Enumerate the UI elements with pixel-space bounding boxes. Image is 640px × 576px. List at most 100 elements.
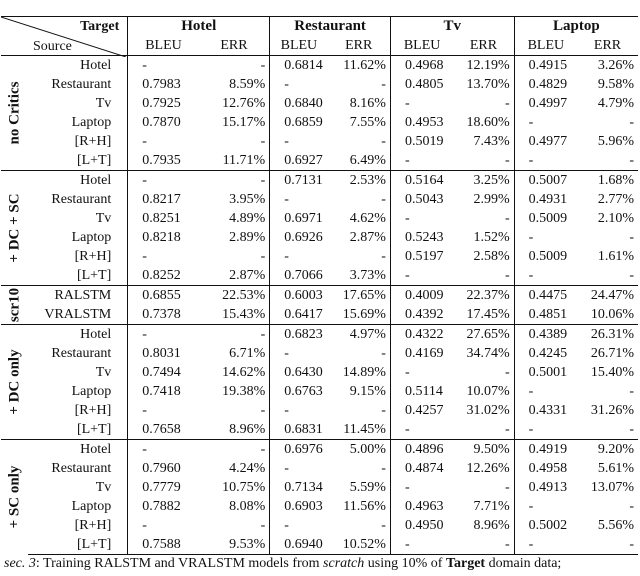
caption-scratch: scratch [323,556,365,571]
bleu-cell: 0.6003 [269,285,328,305]
err-cell: 3.73% [349,268,386,283]
err-cell: 9.53% [198,535,270,555]
bleu-cell: - [269,132,328,151]
source-cell: Tv [95,96,112,111]
metric-bleu-header: BLEU [389,36,454,56]
err-cell: 19.38% [222,384,266,399]
bleu-cell: - [127,170,199,190]
bleu-cell: - [269,516,328,535]
err-cell: - [381,518,386,533]
err-cell: 8.59% [229,77,266,92]
metric-bleu-header: BLEU [513,36,578,56]
bleu-cell: 0.4169 [389,344,454,363]
bleu-cell: - [513,113,578,132]
err-cell: - [629,422,634,437]
bleu-cell: - [513,382,578,401]
bleu-cell: 0.6855 [127,285,199,305]
bleu-cell: - [389,266,454,286]
bleu-cell: - [389,363,454,382]
err-cell: - [260,249,266,264]
err-cell: 14.89% [342,365,386,380]
err-cell: - [629,115,634,130]
err-cell: 17.45% [466,307,510,322]
err-cell: 17.65% [327,285,391,305]
bleu-cell: - [127,324,199,344]
bleu-cell: - [513,266,578,286]
bleu-cell: 0.7870 [127,113,199,132]
bleu-cell: - [127,247,199,266]
bleu-cell: - [513,228,578,247]
source-cell: Laptop [71,230,112,245]
bleu-cell: - [127,439,199,459]
err-cell: 3.25% [453,170,515,190]
results-table: Target Source Hotel Restaurant Tv Laptop… [1,16,638,555]
source-cell: Tv [95,365,112,380]
err-cell: 9.15% [349,384,386,399]
bleu-cell: - [127,132,199,151]
err-cell: 2.10% [597,211,634,226]
table-caption: sec. 3: Training RALSTM and VRALSTM mode… [4,556,640,572]
bleu-cell: 0.4392 [389,305,454,325]
group-label: + DC + SC [6,193,23,263]
source-cell: [R+H] [74,403,112,418]
err-cell: 3.95% [229,192,266,207]
bleu-cell: 0.4963 [389,497,454,516]
bleu-cell: 0.7658 [127,420,199,440]
table-row: [L+T] 0.7658 8.96% 0.6831 11.45% - - - - [1,420,638,440]
group-label: + DC only [6,349,23,415]
err-cell: 31.26% [590,403,634,418]
bleu-cell: 0.4915 [513,55,578,75]
err-cell: 10.75% [222,480,266,495]
source-cell: Hotel [28,170,128,190]
group-label-cell: scr10 [1,285,29,325]
bleu-cell: 0.7925 [127,94,199,113]
bleu-cell: 0.4953 [389,113,454,132]
err-cell: 4.89% [229,211,266,226]
err-cell: - [577,535,638,555]
err-cell: 12.76% [222,96,266,111]
metric-bleu-header: BLEU [127,36,199,56]
source-cell: RALSTM [28,285,128,305]
metric-err-header: ERR [327,36,391,56]
bleu-cell: - [269,75,328,94]
bleu-cell: 0.6763 [269,382,328,401]
bleu-cell: - [389,151,454,171]
err-cell: - [505,268,510,283]
err-cell: 31.02% [466,403,510,418]
source-cell: [R+H] [74,249,112,264]
bleu-cell: 0.7779 [127,478,199,497]
err-cell: 26.31% [577,324,638,344]
err-cell: - [505,422,510,437]
bleu-cell: 0.5001 [513,363,578,382]
bleu-cell: 0.6840 [269,94,328,113]
source-label: Source [33,39,72,54]
bleu-cell: - [269,344,328,363]
err-cell: 4.62% [349,211,386,226]
target-label: Target [80,19,120,34]
metric-err-header: ERR [453,36,515,56]
bleu-cell: 0.4931 [513,190,578,209]
table-row: Tv 0.7779 10.75% 0.7134 5.59% - -0.4913 13.07% [1,478,638,497]
source-cell: Hotel [28,55,128,75]
source-cell: [L+T] [28,535,128,555]
diagonal-divider [1,17,126,57]
source-cell: Tv [95,480,112,495]
table-row: Tv 0.7494 14.62% 0.6430 14.89% - -0.5001 15.40% [1,363,638,382]
source-cell: [L+T] [76,422,112,437]
err-cell: 5.61% [597,461,634,476]
bleu-cell: 0.4829 [513,75,578,94]
bleu-cell: 0.5007 [513,170,578,190]
bleu-cell: 0.7960 [127,459,199,478]
err-cell: 27.65% [453,324,515,344]
bleu-cell: 0.7418 [127,382,199,401]
caption-text: using [364,556,402,571]
domain-header-tv: Tv [389,16,515,36]
err-cell: 6.71% [229,346,266,361]
target-source-header-cell: Target Source [1,16,128,57]
source-cell: [L+T] [76,268,112,283]
metric-err-header: ERR [577,36,638,56]
source-cell: Restaurant [51,461,112,476]
err-cell: 4.79% [597,96,634,111]
err-cell: 2.89% [229,230,266,245]
bleu-cell: - [513,420,578,440]
